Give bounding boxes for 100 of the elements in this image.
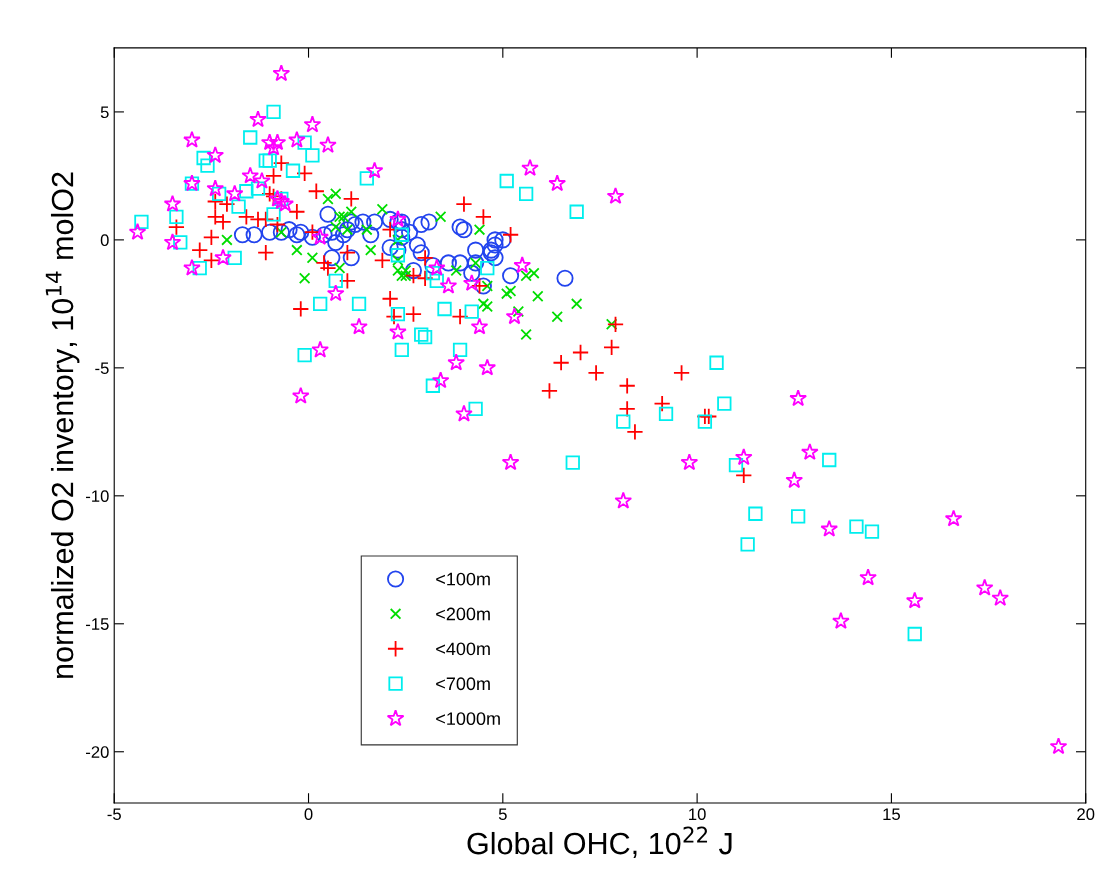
point: [532, 290, 544, 302]
point: [202, 251, 220, 269]
point: [991, 588, 1010, 606]
point: [864, 524, 880, 539]
point: [414, 327, 429, 342]
point: [227, 250, 242, 265]
point: [552, 354, 570, 372]
point: [305, 148, 320, 163]
legend-label: <200m: [436, 607, 490, 621]
point: [265, 167, 283, 185]
x-tick-label: 10: [689, 808, 706, 821]
point: [328, 273, 343, 288]
point: [474, 277, 492, 295]
point: [313, 296, 328, 312]
point: [551, 310, 563, 323]
point: [354, 213, 372, 231]
point: [243, 130, 258, 145]
point: [470, 277, 489, 295]
point: [381, 221, 399, 239]
point: [285, 163, 301, 178]
point: [504, 285, 517, 297]
point: [266, 104, 281, 120]
point: [342, 213, 360, 231]
point: [333, 262, 346, 274]
point: [571, 343, 590, 362]
point: [266, 207, 281, 222]
point: [200, 158, 215, 173]
point: [859, 568, 877, 586]
point: [521, 158, 539, 176]
point: [191, 241, 209, 259]
legend-label: <400m: [436, 642, 490, 656]
point: [502, 267, 520, 285]
point: [822, 452, 837, 468]
point: [700, 407, 718, 426]
point: [605, 318, 618, 331]
point: [424, 256, 442, 275]
y-tick-label: 0: [100, 234, 109, 247]
point: [297, 135, 312, 150]
point: [381, 210, 399, 228]
point: [303, 115, 322, 133]
point: [268, 189, 287, 207]
point: [735, 466, 753, 484]
point: [513, 256, 532, 274]
point: [169, 209, 184, 225]
point: [272, 64, 291, 82]
point: [480, 260, 495, 276]
point: [261, 223, 279, 241]
point: [404, 305, 422, 323]
point: [394, 227, 409, 242]
point: [556, 269, 574, 287]
point: [260, 133, 279, 151]
point: [394, 342, 409, 358]
point: [338, 272, 356, 290]
point: [431, 371, 450, 389]
x-tick-label: 5: [498, 808, 507, 821]
point: [163, 233, 182, 251]
point: [467, 241, 485, 259]
point: [239, 184, 254, 199]
point: [680, 453, 699, 471]
point: [728, 457, 744, 473]
point: [362, 226, 380, 244]
point: [327, 233, 345, 251]
point: [221, 234, 233, 246]
point: [381, 239, 399, 257]
point: [425, 378, 441, 393]
point: [298, 272, 311, 285]
point: [257, 210, 275, 228]
point: [365, 161, 384, 179]
point: [319, 205, 337, 223]
point: [975, 578, 994, 596]
point: [565, 455, 580, 470]
point: [167, 218, 185, 236]
point: [468, 401, 483, 416]
point: [364, 244, 377, 256]
point: [740, 537, 755, 552]
point: [183, 130, 201, 148]
point: [390, 306, 406, 322]
point: [376, 203, 389, 215]
point: [311, 340, 330, 358]
point: [346, 215, 364, 234]
point: [262, 153, 277, 168]
point: [463, 264, 481, 282]
point: [944, 509, 963, 527]
point: [258, 153, 273, 168]
point: [297, 347, 312, 363]
point: [439, 276, 458, 294]
point: [404, 262, 422, 280]
point: [451, 254, 469, 272]
point: [455, 221, 473, 239]
x-tick-label: 0: [304, 808, 313, 821]
point: [307, 182, 325, 200]
point: [399, 269, 412, 282]
point: [434, 211, 447, 223]
point: [499, 173, 514, 189]
point: [420, 213, 438, 231]
point: [505, 307, 524, 325]
point: [250, 181, 266, 196]
point: [748, 506, 763, 521]
point: [218, 195, 236, 213]
point: [486, 231, 504, 249]
